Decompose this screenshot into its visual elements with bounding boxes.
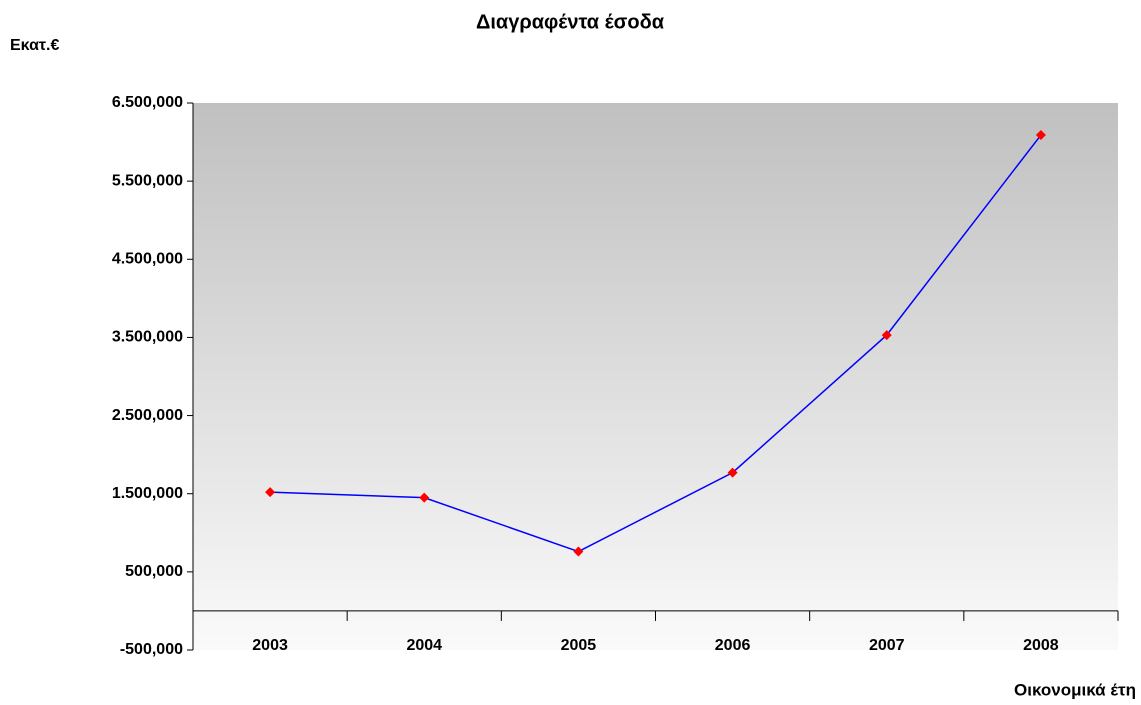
x-tick-label: 2008	[1023, 637, 1059, 654]
y-tick-label: 4.500,000	[112, 251, 183, 268]
y-tick-label: 6.500,000	[112, 94, 183, 111]
marker	[727, 467, 738, 478]
line-series	[270, 134, 1042, 553]
plot-area	[193, 103, 1118, 650]
marker	[881, 330, 892, 341]
y-tick-label: 500,000	[125, 563, 183, 580]
marker	[573, 546, 584, 557]
y-axis-label: Εκατ.€	[10, 37, 59, 54]
marker	[419, 492, 430, 503]
x-tick-label: 2005	[561, 637, 597, 654]
y-tick-label: 1.500,000	[112, 485, 183, 502]
y-tick-label: -500,000	[120, 641, 183, 658]
y-tick-label: 2.500,000	[112, 407, 183, 424]
marker	[1035, 130, 1046, 141]
x-tick-label: 2004	[406, 637, 442, 654]
x-tick-label: 2006	[715, 637, 751, 654]
marker	[265, 487, 276, 498]
x-tick-label: 2003	[252, 637, 288, 654]
y-tick-label: 5.500,000	[112, 172, 183, 189]
x-axis-label: Οικονομικά έτη	[1014, 680, 1136, 699]
x-tick-label: 2007	[869, 637, 905, 654]
y-tick-label: 3.500,000	[112, 329, 183, 346]
chart-title: Διαγραφέντα έσοδα	[476, 11, 665, 33]
